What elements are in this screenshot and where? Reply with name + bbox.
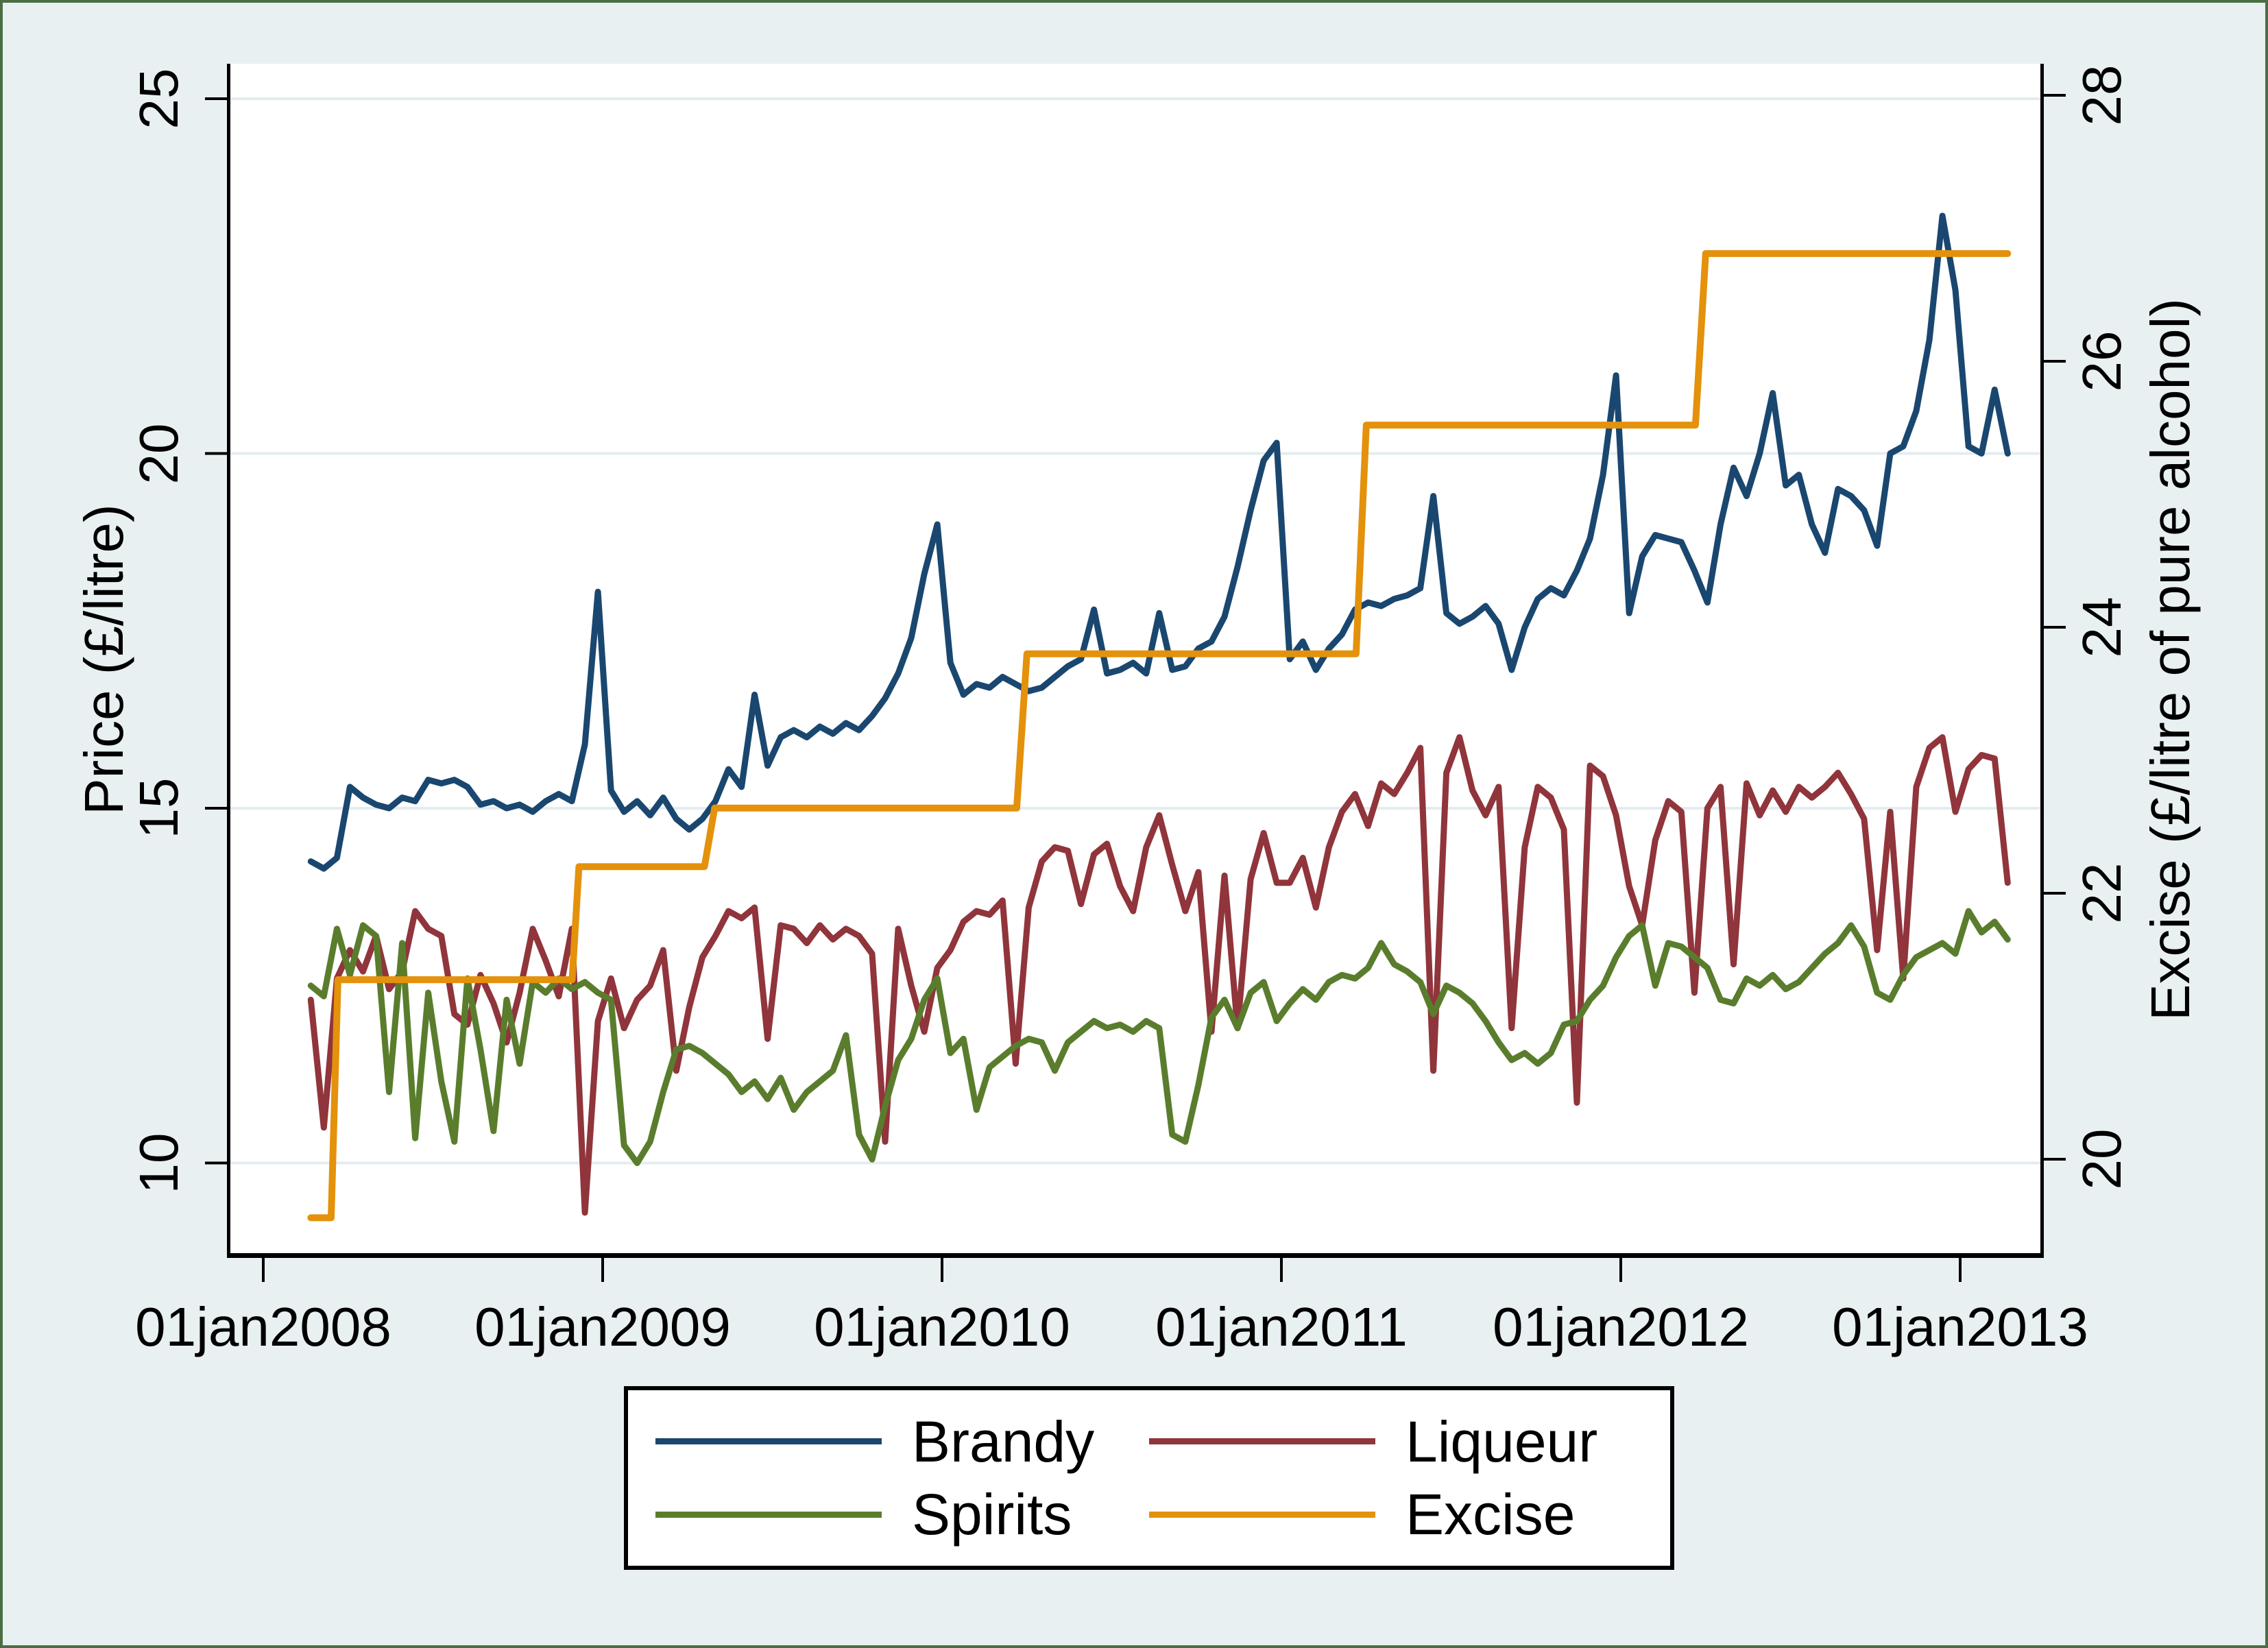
legend-label-brandy: Brandy [912, 1409, 1095, 1474]
left-tick-label-15: 15 [128, 777, 189, 839]
legend-item-spirits: Spirits [655, 1486, 1149, 1543]
right-tick-label-22: 22 [2071, 862, 2132, 924]
legend-item-excise: Excise [1149, 1486, 1643, 1543]
legend: Brandy Liqueur Spirits Excise [624, 1386, 1674, 1570]
legend-label-excise: Excise [1406, 1482, 1576, 1547]
spirits-line [307, 908, 2011, 1166]
left-tick-label-10: 10 [128, 1132, 189, 1193]
x-tick-label-2010: 01jan2010 [814, 1296, 1070, 1357]
x-tick-label-2009: 01jan2009 [474, 1296, 731, 1357]
left-axis-title: Price (£/litre) [73, 504, 134, 815]
excise-line [307, 250, 2012, 1222]
x-tick-label-2008: 01jan2008 [135, 1296, 391, 1357]
right-tick-label-20: 20 [2071, 1128, 2132, 1190]
chart-svg [205, 94, 2066, 1282]
spirits-line-swatch [655, 1511, 882, 1518]
legend-label-liqueur: Liqueur [1406, 1409, 1598, 1474]
x-tick-label-2012: 01jan2012 [1493, 1296, 1749, 1357]
right-tick-label-26: 26 [2071, 330, 2132, 392]
left-tick-label-25: 25 [128, 68, 189, 130]
legend-item-brandy: Brandy [655, 1413, 1149, 1470]
left-tick-label-20: 20 [128, 423, 189, 484]
liqueur-line [307, 734, 2011, 1216]
excise-line-swatch [1149, 1511, 1375, 1518]
right-tick-label-24: 24 [2071, 596, 2132, 658]
legend-item-liqueur: Liqueur [1149, 1413, 1643, 1470]
x-tick-label-2013: 01jan2013 [1832, 1296, 2088, 1357]
right-tick-label-28: 28 [2071, 64, 2132, 126]
right-axis-title: Excise (£/litre of pure alcohol) [2140, 298, 2201, 1021]
brandy-line [307, 213, 2011, 872]
liqueur-line-swatch [1149, 1438, 1375, 1445]
legend-label-spirits: Spirits [912, 1482, 1072, 1547]
x-tick-label-2011: 01jan2011 [1155, 1296, 1408, 1357]
brandy-line-swatch [655, 1438, 882, 1445]
